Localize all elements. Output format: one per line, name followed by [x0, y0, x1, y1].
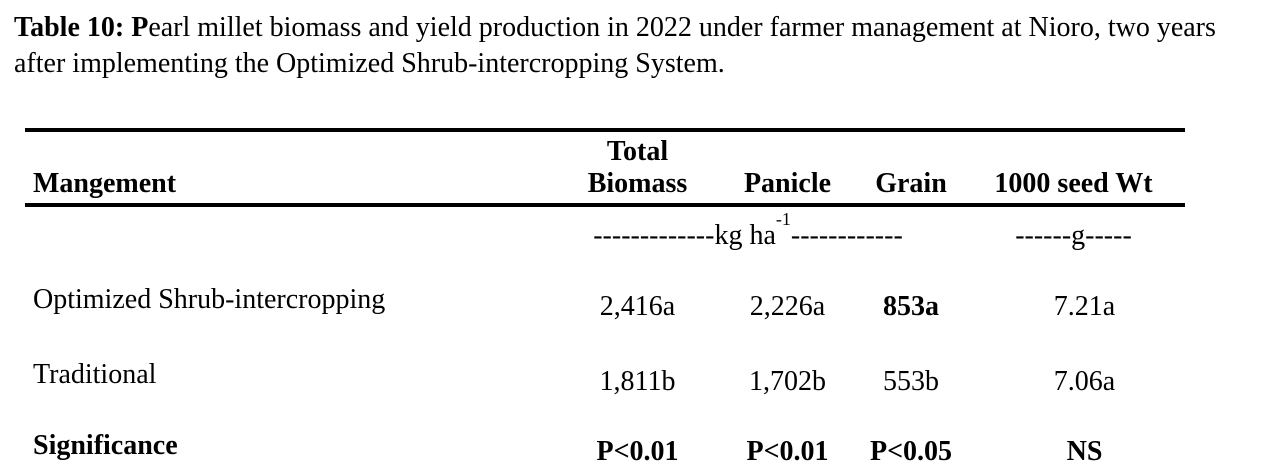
units-empty-cell [25, 205, 560, 276]
table-row-optimized: Optimized Shrub-intercropping 2,416a 2,2… [25, 276, 1185, 351]
cell-seed-wt: 7.21a [1053, 291, 1116, 322]
units-row: -------------kg ha-1------------ ------g… [25, 205, 1185, 276]
cell-total-biomass: 1,811b [599, 366, 676, 397]
cell-panicle: P<0.01 [746, 436, 829, 466]
units-kg-ha-exponent: -1 [775, 208, 791, 229]
cell-management: Traditional [33, 359, 157, 390]
table-caption-number: Table 10: P [14, 12, 149, 43]
cell-panicle: 1,702b [749, 366, 826, 397]
cell-grain: 553b [883, 366, 939, 397]
column-header-total-biomass-line2: Biomass [587, 168, 688, 199]
units-kg-ha-left-dashes: ------------- [593, 220, 715, 251]
column-header-grain: Grain [860, 130, 962, 207]
column-header-total-biomass: Total Biomass [560, 130, 715, 207]
units-g-cell: ------g----- [1015, 220, 1132, 251]
cell-seed-wt: NS [1066, 436, 1103, 466]
cell-management: Significance [33, 430, 178, 461]
cell-management: Optimized Shrub-intercropping [33, 284, 386, 315]
column-header-total-biomass-line1: Total [606, 136, 669, 167]
cell-total-biomass: P<0.01 [596, 436, 679, 466]
table-header-row: Mangement Total Biomass Panicle Grain 100… [25, 130, 1185, 207]
column-header-panicle: Panicle [715, 130, 860, 207]
table-row-significance: Significance P<0.01 P<0.01 P<0.05 NS [25, 426, 1185, 466]
table-caption-text: earl millet biomass and yield production… [14, 12, 1216, 79]
units-kg-ha-right-dashes: ------------ [790, 220, 903, 251]
cell-grain: 853a [883, 291, 939, 322]
results-table: Mangement Total Biomass Panicle Grain 100… [25, 128, 1185, 466]
column-header-management: Mangement [25, 130, 560, 207]
cell-total-biomass: 2,416a [599, 291, 676, 322]
cell-panicle: 2,226a [749, 291, 826, 322]
table-caption: Table 10: Pearl millet biomass and yield… [14, 10, 1266, 82]
units-kg-ha-label: kg ha [714, 220, 776, 251]
units-kg-ha-cell: -------------kg ha-1------------ [560, 205, 962, 276]
units-kg-ha: -------------kg ha-1------------ [593, 210, 903, 251]
cell-seed-wt: 7.06a [1053, 366, 1116, 397]
table-row-traditional: Traditional 1,811b 1,702b 553b 7.06a [25, 351, 1185, 426]
cell-grain: P<0.05 [869, 436, 953, 466]
column-header-seed-wt: 1000 seed Wt [962, 130, 1185, 207]
